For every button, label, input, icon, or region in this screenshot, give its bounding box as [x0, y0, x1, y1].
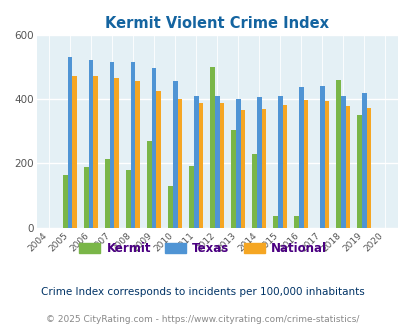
Bar [277, 96, 282, 228]
Bar [303, 100, 307, 228]
Bar [63, 175, 68, 228]
Bar [189, 166, 194, 228]
Bar [219, 103, 224, 228]
Bar [335, 80, 340, 228]
Bar [214, 96, 219, 228]
Bar [273, 216, 277, 228]
Legend: Kermit, Texas, National: Kermit, Texas, National [75, 237, 330, 260]
Title: Kermit Violent Crime Index: Kermit Violent Crime Index [105, 16, 328, 31]
Text: Crime Index corresponds to incidents per 100,000 inhabitants: Crime Index corresponds to incidents per… [41, 287, 364, 297]
Bar [135, 81, 140, 228]
Bar [68, 57, 72, 228]
Bar [210, 67, 214, 228]
Text: © 2025 CityRating.com - https://www.cityrating.com/crime-statistics/: © 2025 CityRating.com - https://www.city… [46, 315, 359, 324]
Bar [198, 103, 202, 228]
Bar [340, 96, 345, 228]
Bar [93, 76, 98, 228]
Bar [72, 77, 77, 228]
Bar [235, 99, 240, 228]
Bar [105, 158, 110, 228]
Bar [177, 99, 182, 228]
Bar [110, 62, 114, 228]
Bar [168, 186, 173, 228]
Bar [84, 167, 89, 228]
Bar [156, 91, 161, 228]
Bar [114, 78, 119, 228]
Bar [194, 96, 198, 228]
Bar [231, 130, 235, 228]
Bar [173, 81, 177, 228]
Bar [256, 97, 261, 228]
Bar [261, 109, 266, 228]
Bar [89, 60, 93, 228]
Bar [366, 108, 370, 228]
Bar [240, 110, 245, 228]
Bar [252, 154, 256, 228]
Bar [324, 101, 328, 228]
Bar [356, 115, 361, 228]
Bar [298, 87, 303, 228]
Bar [126, 170, 130, 228]
Bar [130, 62, 135, 228]
Bar [319, 86, 324, 228]
Bar [282, 105, 286, 228]
Bar [361, 92, 366, 228]
Bar [151, 68, 156, 228]
Bar [294, 216, 298, 228]
Bar [345, 106, 350, 228]
Bar [147, 141, 151, 228]
